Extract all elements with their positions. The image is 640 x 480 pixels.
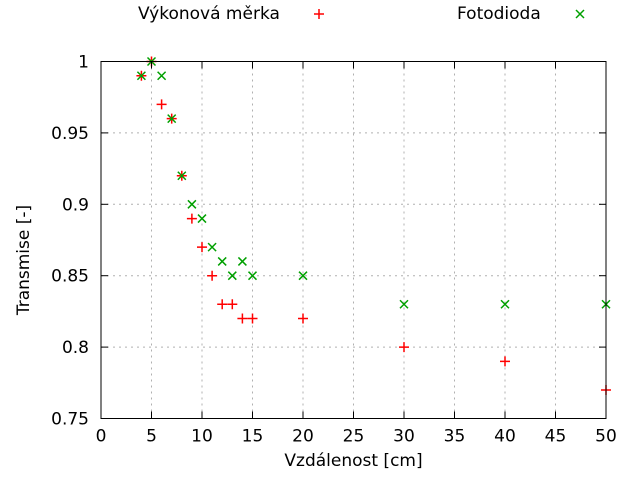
legend-label-vykonova-merka: Výkonová měrka [138,4,280,24]
x-tick-label: 20 [292,427,314,447]
data-point-plus [197,242,207,253]
y-tick-label: 0.75 [51,409,89,429]
data-point-plus [186,213,197,224]
x-tick-label: 15 [242,427,264,447]
plot-border [100,61,607,419]
legend-item-vykonova-merka: Výkonová měrka [138,3,328,25]
x-tick-label: 25 [343,427,365,447]
x-tick-label: 40 [494,427,516,447]
plus-marker-glyph [313,9,324,19]
x-tick-label: 5 [146,427,157,447]
x-tick-label: 30 [393,427,415,447]
data-point-cross [247,271,258,281]
data-point-plus [156,99,167,110]
plus-marker-icon [313,9,324,19]
data-point-plus [500,356,510,367]
data-point-cross [207,242,217,252]
data-point-cross [167,114,177,124]
x-tick-label: 0 [96,427,107,447]
x-tick-label: 35 [444,427,466,447]
data-point-plus [227,299,238,310]
data-point-plus [207,270,218,281]
cross-marker-icon [575,9,585,19]
y-tick-label: 1 [78,52,89,72]
legend-item-fotodioda: Fotodioda [457,3,589,25]
data-point-plus [217,299,228,310]
x-tick-label: 10 [191,427,213,447]
data-point-cross [237,256,247,266]
data-point-plus [399,342,409,353]
y-tick-label: 0.95 [51,124,89,144]
data-point-cross [500,299,510,309]
data-point-cross [197,214,207,224]
y-tick-label: 0.9 [62,195,89,215]
data-point-plus [298,313,308,324]
data-point-cross [187,199,197,209]
x-tick-label: 50 [595,427,617,447]
x-tick-label: 45 [545,427,567,447]
data-point-cross [399,299,409,309]
y-tick-label: 0.85 [51,267,89,287]
y-tick-label: 0.8 [62,338,89,358]
x-axis-title: Vzdálenost [cm] [284,451,423,471]
data-point-plus [247,313,258,324]
data-point-cross [177,171,187,181]
legend-label-fotodioda: Fotodioda [457,4,541,24]
data-point-plus [237,313,248,324]
data-point-cross [136,71,146,81]
data-point-cross [298,271,308,281]
data-point-cross [157,71,167,81]
data-point-cross [217,256,227,266]
data-point-cross [227,271,237,281]
cross-marker-glyph [575,9,585,19]
